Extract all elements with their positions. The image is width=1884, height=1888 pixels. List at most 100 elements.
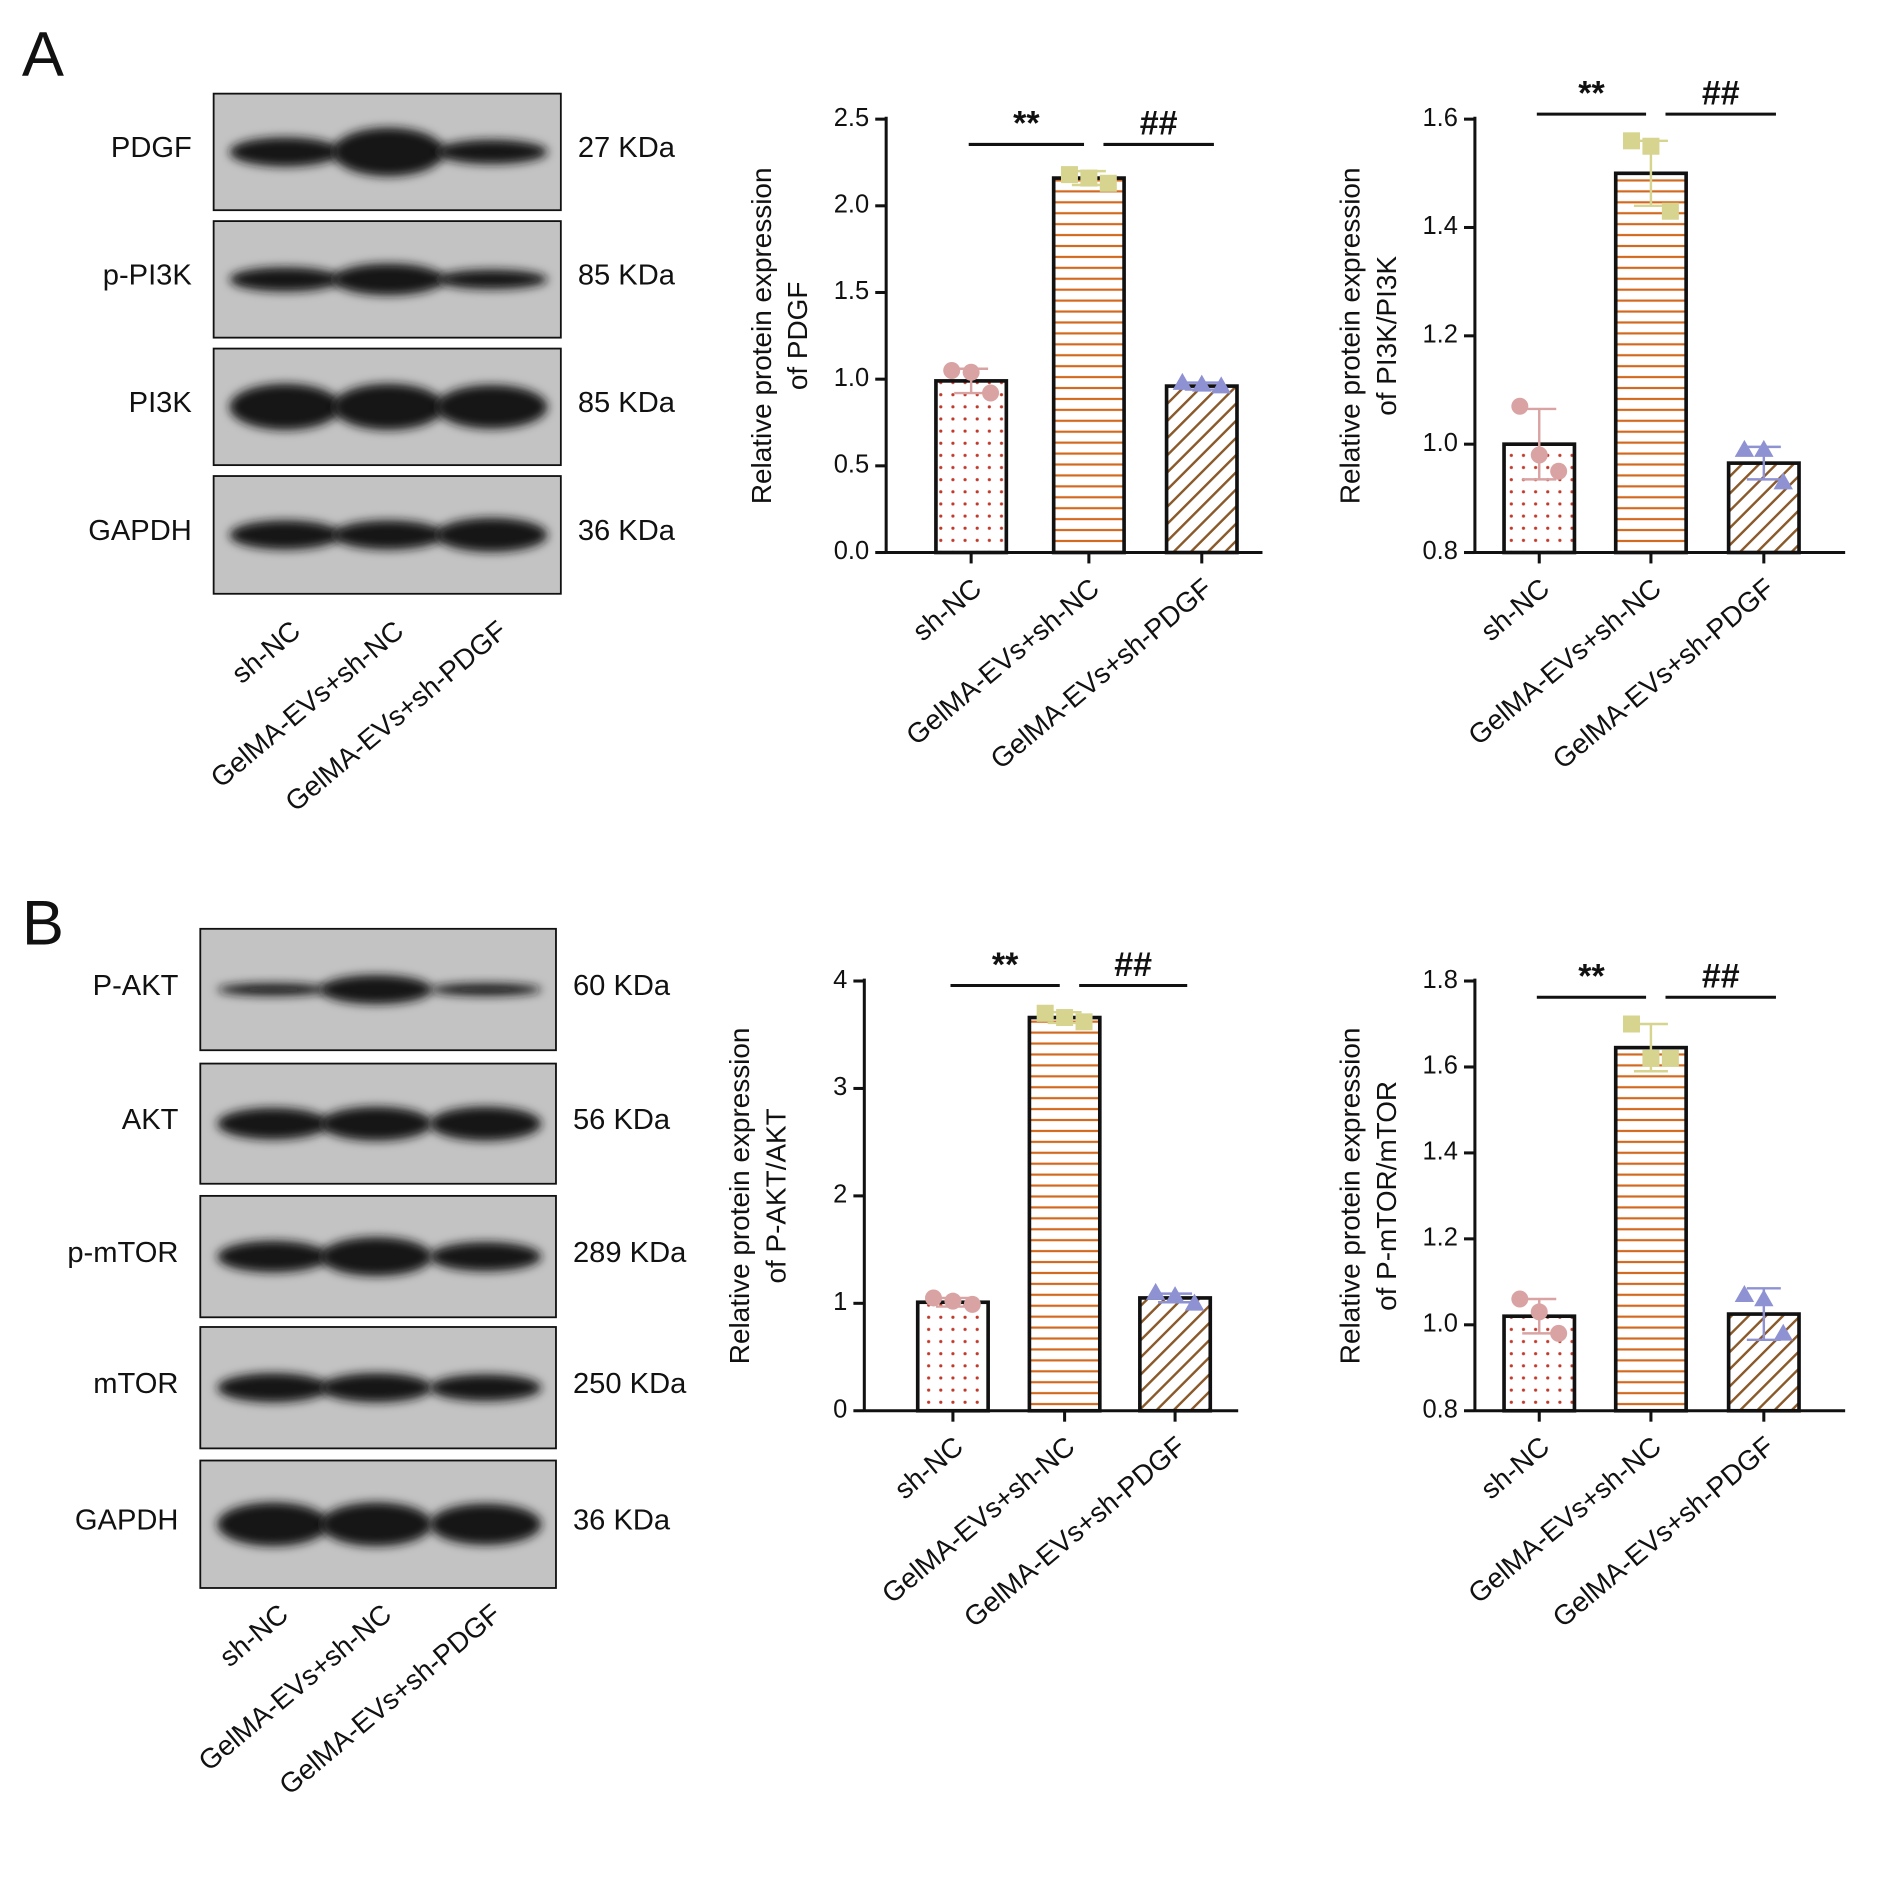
size-label: 36 KDa bbox=[578, 515, 676, 547]
data-point bbox=[1075, 1013, 1093, 1031]
data-point bbox=[1145, 1282, 1166, 1300]
blot-band bbox=[429, 1242, 542, 1272]
panel-label: A bbox=[22, 19, 64, 89]
data-point bbox=[1530, 446, 1548, 464]
x-tick-label: GelMA-EVs+sh-NC bbox=[900, 572, 1105, 751]
y-tick-label: 1.4 bbox=[1422, 212, 1457, 240]
size-label: 85 KDa bbox=[578, 387, 676, 419]
significance-label: ** bbox=[992, 946, 1019, 984]
data-point bbox=[944, 1292, 962, 1310]
blot-band bbox=[320, 974, 433, 1005]
significance-label: ## bbox=[1702, 74, 1740, 112]
data-point bbox=[1642, 137, 1660, 155]
lane-label: sh-NC bbox=[226, 615, 307, 690]
data-point bbox=[1036, 1004, 1054, 1022]
protein-label: p-PI3K bbox=[103, 260, 193, 292]
data-point bbox=[1060, 166, 1078, 184]
data-point bbox=[1211, 376, 1231, 394]
data-point bbox=[1511, 1290, 1529, 1308]
y-tick-label: 3 bbox=[833, 1073, 847, 1101]
blot-band bbox=[229, 383, 342, 430]
significance-label: ## bbox=[1140, 105, 1178, 143]
significance-label: ** bbox=[1013, 105, 1040, 143]
data-point bbox=[1754, 1289, 1774, 1307]
blot-band bbox=[217, 1502, 329, 1547]
y-tick-label: 1.6 bbox=[1422, 1052, 1457, 1080]
y-tick-label: 2 bbox=[833, 1181, 847, 1209]
bar bbox=[1613, 171, 1688, 555]
data-point bbox=[1642, 1049, 1660, 1067]
size-label: 85 KDa bbox=[578, 260, 676, 292]
blot-band bbox=[217, 983, 329, 996]
y-axis-label: of PI3K/PI3K bbox=[1371, 256, 1402, 416]
blot-band bbox=[332, 520, 445, 550]
size-label: 289 KDa bbox=[573, 1237, 687, 1269]
y-tick-label: 1.6 bbox=[1422, 104, 1457, 132]
blot-band bbox=[217, 1240, 329, 1273]
y-tick-label: 4 bbox=[833, 966, 847, 994]
x-tick-label: sh-NC bbox=[907, 572, 988, 647]
size-label: 27 KDa bbox=[578, 132, 676, 164]
panel-label: B bbox=[22, 889, 64, 959]
blot-band bbox=[429, 1106, 542, 1141]
y-axis-label: Relative protein expression bbox=[746, 168, 777, 505]
y-tick-label: 0 bbox=[833, 1395, 847, 1423]
y-tick-label: 1.0 bbox=[1422, 1310, 1457, 1338]
data-point bbox=[962, 363, 980, 381]
data-point bbox=[1080, 169, 1098, 187]
blot-band bbox=[435, 139, 548, 165]
x-tick-label: sh-NC bbox=[1475, 1430, 1556, 1505]
y-tick-label: 1.5 bbox=[834, 277, 869, 305]
blot-band bbox=[332, 263, 445, 296]
x-tick-label: sh-NC bbox=[888, 1430, 969, 1505]
y-tick-label: 0.8 bbox=[1422, 1395, 1457, 1423]
data-point bbox=[1511, 397, 1529, 415]
bar bbox=[915, 1300, 990, 1413]
y-axis-label: Relative protein expression bbox=[1335, 168, 1366, 505]
blot-band bbox=[429, 1374, 542, 1402]
blot-band bbox=[217, 1107, 329, 1140]
protein-label: PDGF bbox=[111, 132, 192, 164]
protein-label: PI3K bbox=[129, 387, 193, 419]
data-point bbox=[1550, 1324, 1568, 1342]
blot-band bbox=[429, 983, 542, 996]
lane-label: GelMA-EVs+sh-PDGF bbox=[273, 1598, 506, 1801]
significance-label: ** bbox=[1578, 74, 1605, 112]
data-point bbox=[1734, 439, 1755, 457]
blot-band bbox=[320, 1237, 433, 1277]
y-tick-label: 1 bbox=[833, 1288, 847, 1316]
y-axis-label: of P-AKT/AKT bbox=[760, 1108, 791, 1283]
data-point bbox=[1773, 1323, 1793, 1341]
x-tick-label: GelMA-EVs+sh-NC bbox=[1462, 572, 1667, 751]
lane-label: sh-NC bbox=[213, 1598, 294, 1673]
size-label: 250 KDa bbox=[573, 1368, 687, 1400]
blot-band bbox=[229, 137, 342, 167]
blot-band bbox=[229, 267, 342, 292]
significance-label: ** bbox=[1578, 958, 1605, 996]
data-point bbox=[1734, 1285, 1755, 1303]
y-tick-label: 1.2 bbox=[1422, 321, 1457, 349]
significance-label: ## bbox=[1702, 958, 1740, 996]
size-label: 56 KDa bbox=[573, 1104, 671, 1136]
data-point bbox=[1056, 1009, 1074, 1027]
bar bbox=[1164, 384, 1239, 555]
data-point bbox=[982, 384, 1000, 402]
blot-band bbox=[217, 1373, 329, 1403]
protein-label: GAPDH bbox=[88, 515, 192, 547]
error-bar bbox=[1522, 407, 1557, 481]
x-tick-label: sh-NC bbox=[1475, 572, 1556, 647]
x-tick-label: GelMA-EVs+sh-PDGF bbox=[1547, 1430, 1780, 1633]
x-tick-label: GelMA-EVs+sh-PDGF bbox=[1547, 572, 1780, 775]
bar bbox=[1138, 1296, 1213, 1413]
blot-band bbox=[429, 1503, 542, 1545]
y-tick-label: 0.5 bbox=[834, 451, 869, 479]
size-label: 36 KDa bbox=[573, 1505, 671, 1537]
blot-band bbox=[332, 383, 445, 430]
size-label: 60 KDa bbox=[573, 970, 671, 1002]
bar bbox=[1051, 176, 1126, 555]
data-point bbox=[1172, 372, 1193, 390]
blot-band bbox=[229, 520, 342, 550]
data-point bbox=[1192, 374, 1212, 392]
y-tick-label: 2.5 bbox=[834, 104, 869, 132]
